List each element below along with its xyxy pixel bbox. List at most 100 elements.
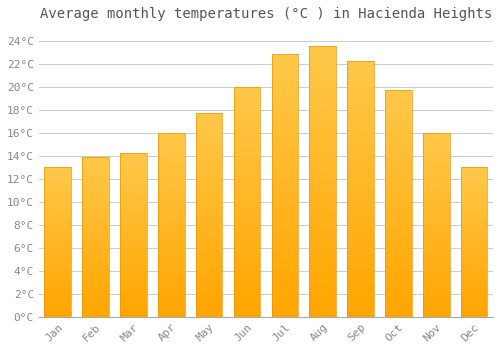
- Bar: [196, 166, 222, 168]
- Bar: [423, 191, 450, 194]
- Bar: [234, 160, 260, 162]
- Bar: [423, 295, 450, 296]
- Bar: [234, 119, 260, 121]
- Bar: [120, 263, 146, 265]
- Bar: [272, 86, 298, 89]
- Bar: [44, 287, 71, 288]
- Bar: [44, 239, 71, 240]
- Bar: [461, 300, 487, 302]
- Bar: [385, 199, 411, 201]
- Bar: [196, 250, 222, 252]
- Bar: [461, 198, 487, 200]
- Bar: [423, 147, 450, 149]
- Bar: [196, 278, 222, 280]
- Bar: [120, 292, 146, 294]
- Bar: [158, 156, 184, 159]
- Bar: [348, 307, 374, 309]
- Bar: [120, 220, 146, 222]
- Bar: [272, 131, 298, 133]
- Bar: [385, 289, 411, 292]
- Bar: [196, 227, 222, 229]
- Bar: [272, 228, 298, 230]
- Bar: [82, 248, 109, 250]
- Bar: [196, 164, 222, 166]
- Bar: [385, 240, 411, 242]
- Bar: [158, 186, 184, 188]
- Bar: [44, 293, 71, 294]
- Bar: [196, 254, 222, 256]
- Bar: [234, 197, 260, 199]
- Bar: [196, 168, 222, 170]
- Bar: [234, 107, 260, 110]
- Bar: [272, 178, 298, 180]
- Bar: [310, 84, 336, 87]
- Bar: [234, 110, 260, 112]
- Bar: [44, 242, 71, 244]
- Bar: [234, 308, 260, 310]
- Bar: [348, 110, 374, 112]
- Bar: [158, 168, 184, 169]
- Bar: [348, 199, 374, 202]
- Bar: [272, 280, 298, 283]
- Bar: [423, 271, 450, 273]
- Bar: [120, 281, 146, 282]
- Bar: [158, 261, 184, 264]
- Bar: [423, 247, 450, 248]
- Bar: [120, 279, 146, 281]
- Bar: [272, 117, 298, 120]
- Bar: [385, 131, 411, 133]
- Bar: [234, 296, 260, 299]
- Bar: [234, 188, 260, 190]
- Bar: [158, 219, 184, 221]
- Bar: [44, 198, 71, 200]
- Bar: [461, 269, 487, 271]
- Bar: [272, 104, 298, 107]
- Bar: [272, 309, 298, 312]
- Bar: [234, 172, 260, 174]
- Bar: [348, 301, 374, 304]
- Bar: [82, 266, 109, 267]
- Bar: [423, 217, 450, 219]
- Bar: [120, 188, 146, 189]
- Bar: [196, 284, 222, 286]
- Bar: [310, 195, 336, 198]
- Bar: [196, 144, 222, 146]
- Bar: [158, 282, 184, 284]
- Bar: [348, 77, 374, 79]
- Bar: [120, 309, 146, 310]
- Bar: [82, 275, 109, 277]
- Bar: [234, 301, 260, 303]
- Bar: [196, 260, 222, 262]
- Bar: [461, 261, 487, 263]
- Bar: [120, 168, 146, 170]
- Bar: [44, 233, 71, 235]
- Bar: [310, 146, 336, 149]
- Bar: [423, 164, 450, 166]
- Bar: [234, 216, 260, 218]
- Bar: [461, 212, 487, 214]
- Bar: [44, 308, 71, 309]
- Bar: [120, 284, 146, 286]
- Bar: [348, 189, 374, 191]
- Bar: [461, 208, 487, 209]
- Bar: [348, 115, 374, 118]
- Bar: [348, 100, 374, 102]
- Bar: [82, 181, 109, 182]
- Bar: [423, 199, 450, 201]
- Bar: [272, 236, 298, 238]
- Bar: [158, 208, 184, 210]
- Bar: [196, 245, 222, 247]
- Bar: [272, 262, 298, 264]
- Bar: [82, 168, 109, 170]
- Bar: [348, 107, 374, 110]
- Bar: [423, 258, 450, 260]
- Bar: [385, 224, 411, 226]
- Bar: [310, 95, 336, 98]
- Bar: [461, 288, 487, 290]
- Bar: [385, 165, 411, 167]
- Bar: [423, 248, 450, 251]
- Bar: [310, 125, 336, 127]
- Bar: [234, 176, 260, 179]
- Bar: [385, 312, 411, 315]
- Bar: [461, 265, 487, 266]
